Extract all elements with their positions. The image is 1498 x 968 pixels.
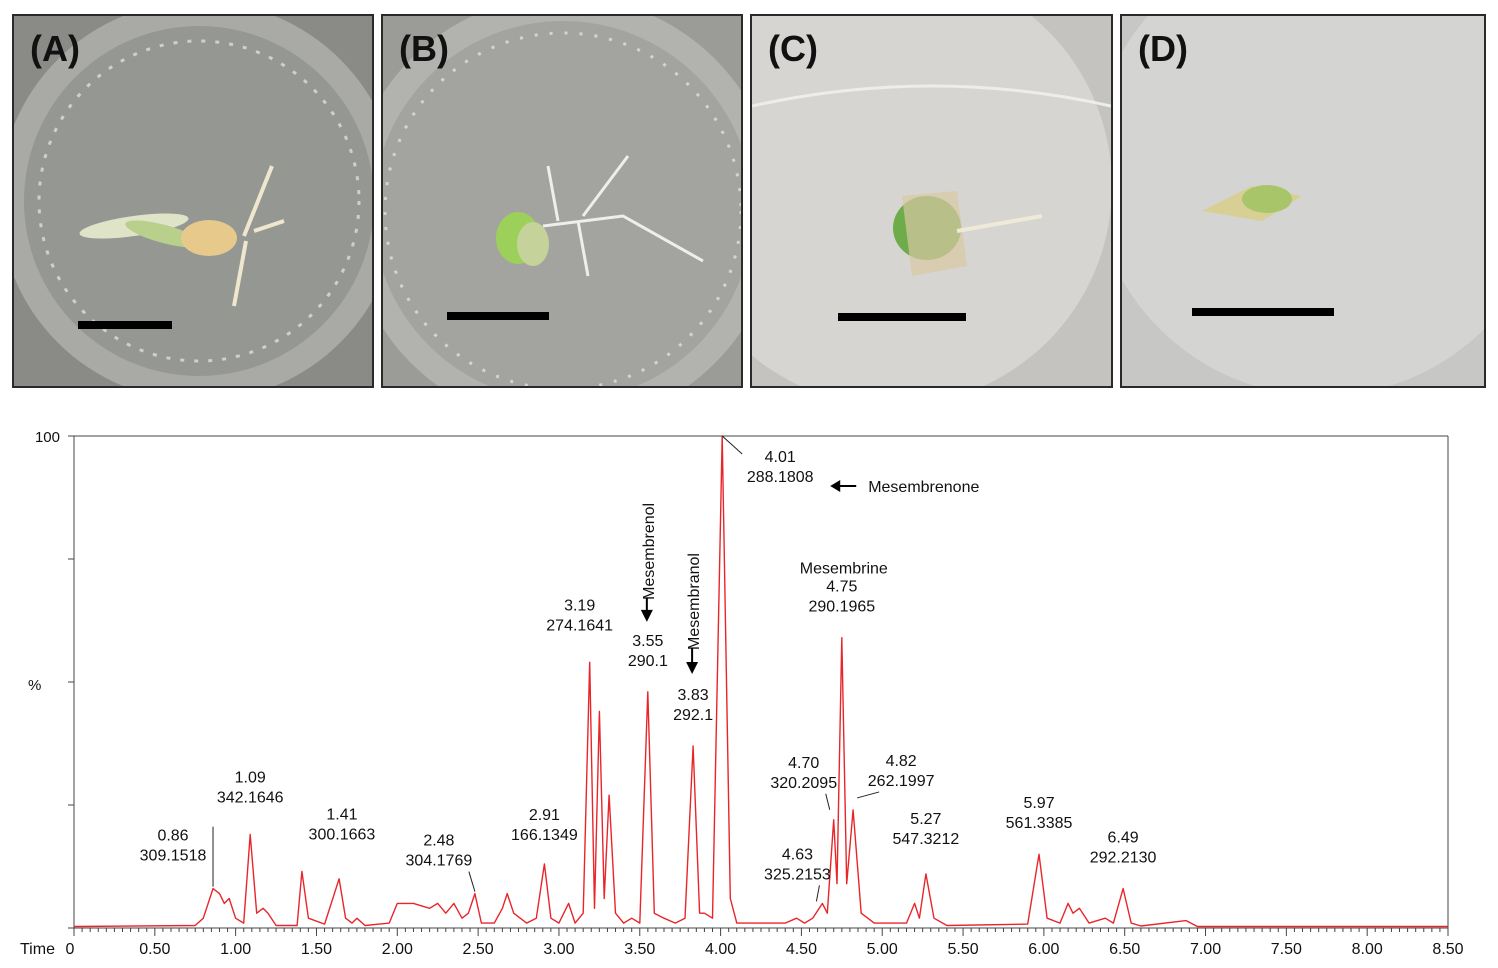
x-tick-label: 8.00	[1352, 941, 1383, 958]
peak-time-label: 3.19	[564, 597, 595, 614]
x-tick-label: 1.50	[301, 941, 332, 958]
scale-bar	[838, 313, 966, 321]
x-tick-label: 1.00	[220, 941, 251, 958]
peak-time-label: 1.09	[235, 770, 266, 787]
panel-label-d: (D)	[1138, 28, 1188, 69]
peak-mz-label: 342.1646	[217, 790, 284, 807]
peak-mz-label: 300.1663	[309, 826, 376, 843]
peak-mz-label: 320.2095	[770, 775, 837, 792]
leader-line	[825, 793, 831, 810]
photo-panel-d: (D)	[1120, 14, 1486, 388]
peak-mz-label: 288.1808	[747, 469, 814, 486]
petri-dish-seedling-image	[752, 16, 1111, 386]
peak-time-label: 4.70	[788, 755, 819, 772]
leader-line	[815, 885, 820, 902]
x-tick-label: 8.50	[1432, 941, 1463, 958]
scale-bar	[447, 312, 549, 320]
panel-label-b: (B)	[399, 28, 449, 69]
peak-time-label: 5.27	[910, 811, 941, 828]
peak-mz-label: 262.1997	[868, 773, 935, 790]
chromatogram-trace	[73, 435, 1448, 928]
x-tick-label: 5.50	[947, 941, 978, 958]
compound-label-mesembrenone: Mesembrenone	[868, 479, 979, 496]
peak-mz-label: 290.1	[628, 653, 668, 670]
x-tick-label: 4.00	[705, 941, 736, 958]
x-axis-label: Time	[20, 941, 55, 958]
peak-mz-label: 309.1518	[140, 848, 207, 865]
peak-mz-label: 274.1641	[546, 617, 613, 634]
peak-time-label: 0.86	[157, 828, 188, 845]
peak-time-label: 4.63	[782, 846, 813, 863]
x-tick-label: 2.50	[463, 941, 494, 958]
x-tick-label: 2.00	[382, 941, 413, 958]
peak-time-label: 6.49	[1108, 830, 1139, 847]
x-tick-label: 7.00	[1190, 941, 1221, 958]
x-tick-label: 6.50	[1109, 941, 1140, 958]
compound-label-mesembranol: Mesembranol	[686, 553, 703, 650]
trace-layer	[73, 435, 1448, 928]
peak-mz-label: 292.1	[673, 707, 713, 724]
petri-dish-seedling-image	[383, 16, 741, 386]
leader-line	[857, 791, 880, 799]
panel-label-a: (A)	[30, 28, 80, 69]
scale-bar	[78, 321, 172, 329]
mesembrenol-arrow-head	[640, 609, 653, 622]
x-tick-label: 0	[66, 941, 75, 958]
axes: 100% 0 0.50 1.00 1.50 2.00 2.50 3.00 3.50 4.00 4.5…	[20, 429, 1464, 958]
peak-time-label: 1.41	[326, 806, 357, 823]
peak-mz-label: 304.1769	[406, 853, 473, 870]
chromatogram-chart: 100% 0 0.50 1.00 1.50 2.00 2.50 3.00 3.50 4.00 4.5…	[20, 429, 1464, 958]
compound-label-mesembrenol: Mesembrenol	[641, 503, 658, 600]
petri-dish-seedling-image	[14, 16, 372, 386]
x-tick-label: 3.00	[543, 941, 574, 958]
photo-panel-c: (C)	[750, 14, 1113, 388]
x-tick-label: 3.50	[624, 941, 655, 958]
peak-mz-label: 561.3385	[1006, 815, 1073, 832]
peak-time-label: 4.75	[826, 579, 857, 596]
mesembranol-arrow-head	[686, 661, 699, 674]
x-tick-label: 6.00	[1028, 941, 1059, 958]
mesembrenone-arrow-head	[830, 480, 841, 492]
peak-mz-label: 547.3212	[893, 831, 960, 848]
annotation-layer: 0.86 309.1518 1.09 342.1646 1.41 300.1663 2.48…	[140, 435, 1157, 902]
leader-line	[468, 871, 476, 892]
peak-time-label: 3.55	[632, 633, 663, 650]
x-tick-label: 4.50	[786, 941, 817, 958]
peak-mz-label: 325.2153	[764, 866, 831, 883]
photo-panel-a: (A)	[12, 14, 374, 388]
compound-label-mesembrine: Mesembrine	[800, 561, 888, 578]
peak-time-label: 2.48	[423, 833, 454, 850]
peak-mz-label: 290.1965	[808, 599, 875, 616]
peak-time-label: 3.83	[678, 687, 709, 704]
scale-bar	[1192, 308, 1334, 316]
x-tick-label: 0.50	[139, 941, 170, 958]
peak-mz-label: 292.2130	[1090, 850, 1157, 867]
peak-mz-label: 166.1349	[511, 827, 578, 844]
petri-dish-seedling-image	[1122, 16, 1484, 386]
photo-panel-b: (B)	[381, 14, 743, 388]
y-tick-label: 100	[35, 429, 60, 446]
x-tick-label: 5.00	[867, 941, 898, 958]
y-axis-label: %	[28, 677, 41, 694]
peak-time-label: 5.97	[1023, 795, 1054, 812]
x-tick-label: 7.50	[1271, 941, 1302, 958]
peak-time-label: 4.01	[765, 449, 796, 466]
leader-line	[721, 435, 743, 455]
panel-label-c: (C)	[768, 28, 818, 69]
peak-time-label: 2.91	[529, 807, 560, 824]
peak-time-label: 4.82	[886, 753, 917, 770]
